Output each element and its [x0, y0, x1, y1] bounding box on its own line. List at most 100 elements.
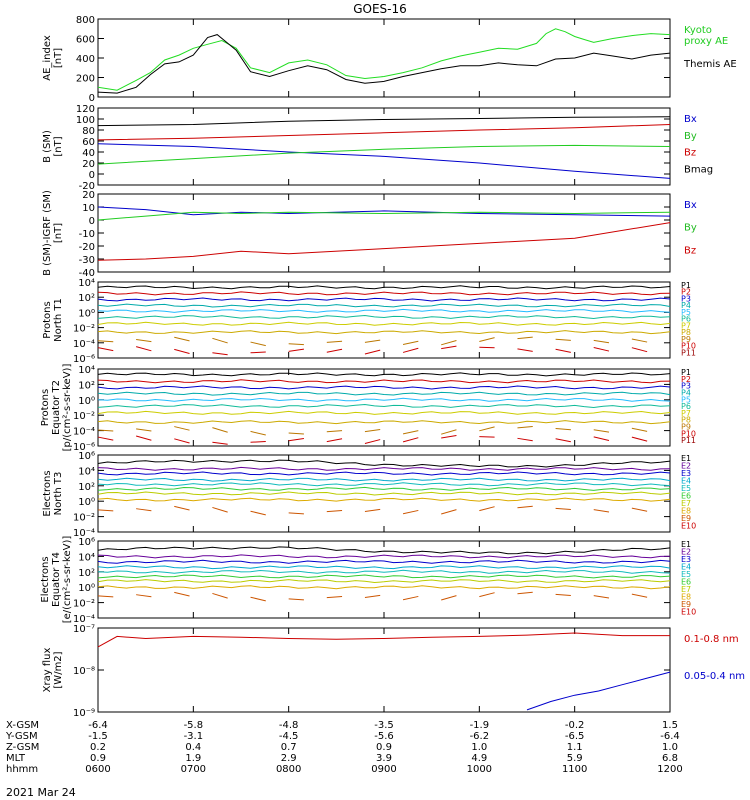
axis-tick-value: -1.9	[470, 720, 490, 731]
panel-frame	[97, 18, 671, 98]
series-segment	[174, 426, 190, 431]
series-segment	[441, 435, 457, 439]
y-axis-label: Electrons	[42, 470, 53, 516]
series-line	[97, 554, 671, 559]
legend-entry: P5	[681, 308, 691, 317]
series-line	[97, 420, 671, 425]
series-segment	[402, 509, 419, 515]
series-line	[97, 144, 671, 165]
legend-entry: P2	[681, 288, 691, 297]
y-tick-label: 10⁻⁹	[73, 708, 95, 719]
series-segment	[441, 345, 457, 350]
legend-entry: P5	[681, 395, 691, 404]
series-line	[97, 403, 671, 409]
axis-tick-value: 1000	[467, 764, 492, 775]
axis-tick-value: 0600	[85, 764, 110, 775]
series-segment	[174, 505, 190, 511]
series-segment	[97, 509, 114, 512]
series-segment	[555, 338, 571, 341]
series-segment	[402, 595, 419, 601]
y-tick-label: 200	[76, 74, 95, 85]
legend-entry: E9	[681, 514, 691, 523]
y-tick-label: -20	[79, 242, 95, 253]
y-tick-label: 10⁰	[78, 497, 95, 508]
y-tick-label: 10⁰	[78, 396, 95, 407]
plot-title: GOES-16	[353, 2, 407, 16]
series-segment	[479, 506, 495, 512]
y-axis-label: B (SM)	[42, 130, 53, 163]
time-axis-labels: X-GSM -6.4 -5.8 -4.8 -3.5 -1.9 -0.2 1.5 Y-GSM -1.…	[5, 720, 683, 775]
axis-tick-value: -5.6	[374, 731, 394, 742]
y-tick-label: 10⁻⁶	[73, 354, 95, 365]
series-segment	[631, 427, 648, 432]
axis-row-label: Y-GSM	[5, 731, 38, 742]
series-segment	[555, 593, 571, 597]
legend-entry: P7	[681, 321, 691, 330]
legend-entry: P10	[681, 342, 696, 351]
series-line	[97, 379, 671, 384]
legend-entry: proxy AE	[684, 36, 728, 47]
series-segment	[364, 428, 381, 433]
series-segment	[479, 592, 495, 598]
axis-tick-value: 0700	[181, 764, 206, 775]
series-segment	[364, 349, 381, 355]
legend-entry: P1	[681, 281, 691, 290]
y-tick-label: 10⁻⁶	[73, 442, 95, 453]
y-tick-label: 10⁻⁴	[73, 528, 95, 539]
series-line	[97, 291, 671, 296]
legend-entry: P4	[681, 388, 691, 397]
series-segment	[174, 591, 190, 597]
series-segment	[517, 425, 533, 429]
series-segment	[593, 436, 610, 441]
y-axis-label: Equator T4	[51, 552, 62, 607]
y-tick-label: 10⁴	[78, 466, 95, 477]
y-tick-label: 60	[82, 137, 95, 148]
legend-entry: E7	[681, 499, 691, 508]
legend-entry: E4	[681, 477, 691, 486]
series-line	[97, 491, 671, 496]
axis-tick-value: 0.7	[281, 742, 297, 753]
legend-entry: P11	[681, 436, 696, 445]
axis-tick-value: 3.9	[376, 753, 392, 764]
series-segment	[288, 512, 304, 515]
y-tick-label: 400	[76, 54, 95, 65]
axis-tick-value: 6.8	[662, 753, 678, 764]
axis-tick-value: -3.1	[184, 731, 204, 742]
series-segment	[136, 594, 152, 598]
series-segment	[402, 347, 419, 353]
axis-tick-value: -3.5	[374, 720, 394, 731]
series-segment	[136, 428, 152, 432]
series-segment	[326, 348, 343, 353]
series-segment	[135, 435, 152, 441]
y-tick-label: 120	[76, 104, 95, 115]
series-segment	[402, 340, 419, 346]
series-segment	[326, 438, 343, 443]
y-tick-label: 10⁻²	[73, 513, 95, 524]
y-tick-label: 10⁻⁸	[73, 666, 95, 677]
series-segment	[555, 348, 571, 353]
legend-entry: E8	[681, 593, 691, 602]
axis-tick-value: -6.2	[470, 731, 490, 742]
y-tick-label: 10⁻⁷	[73, 624, 95, 635]
axis-tick-value: 1.1	[567, 742, 583, 753]
legend-entry: P8	[681, 416, 691, 425]
series-line	[97, 314, 671, 320]
series-line	[97, 308, 671, 313]
series-segment	[288, 438, 304, 442]
y-tick-label: 10⁻²	[73, 599, 95, 610]
panel-xray: 10⁻⁹ 10⁻⁸ 10⁻⁷ Xray flux [W/m2] 0.1-0.8 nm 0.0…	[42, 624, 745, 719]
y-axis-label: [e/(cm²-s-sr-keV)]	[62, 536, 73, 624]
series-line	[97, 466, 671, 471]
legend-entry: E10	[681, 522, 696, 531]
series-segment	[593, 509, 610, 513]
series-segment	[136, 346, 152, 352]
legend-entry: E8	[681, 507, 691, 516]
y-axis-label: Protons	[40, 389, 51, 426]
legend-entry: E7	[681, 585, 691, 594]
legend-entry: E3	[681, 555, 691, 564]
series-segment	[593, 347, 610, 352]
legend-entry: Bz	[684, 245, 696, 256]
series-segment	[402, 430, 419, 435]
axis-tick-value: -5.8	[184, 720, 204, 731]
